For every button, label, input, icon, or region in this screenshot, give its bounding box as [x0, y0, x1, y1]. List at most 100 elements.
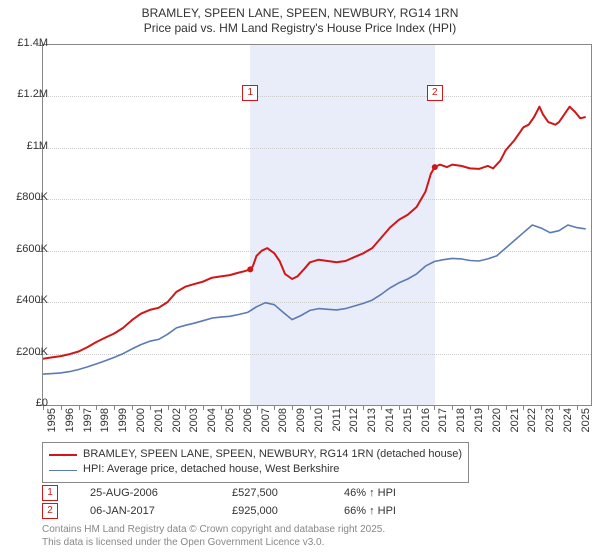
annotation-row-1: 1 25-AUG-2006 £527,500 46% ↑ HPI	[42, 484, 434, 502]
legend-box: BRAMLEY, SPEEN LANE, SPEEN, NEWBURY, RG1…	[42, 442, 469, 483]
x-axis-label: 2001	[153, 408, 165, 438]
sale-marker-dot	[432, 164, 438, 170]
x-tick	[470, 405, 471, 410]
x-tick	[399, 405, 400, 410]
x-axis-label: 2002	[171, 408, 183, 438]
title-line-2: Price paid vs. HM Land Registry's House …	[0, 21, 600, 36]
x-axis-label: 2020	[491, 408, 503, 438]
x-tick	[96, 405, 97, 410]
y-axis-label: £1.4M	[8, 37, 48, 49]
x-axis-label: 2010	[313, 408, 325, 438]
chart-container: BRAMLEY, SPEEN LANE, SPEEN, NEWBURY, RG1…	[0, 0, 600, 560]
footer-attribution: Contains HM Land Registry data © Crown c…	[42, 524, 385, 549]
x-axis-label: 2009	[295, 408, 307, 438]
x-axis-label: 2008	[277, 408, 289, 438]
x-axis-label: 2007	[260, 408, 272, 438]
annotation-number-2: 2	[42, 503, 58, 519]
sale-marker-dot	[247, 266, 253, 272]
event-marker-2: 2	[427, 85, 443, 101]
x-tick	[328, 405, 329, 410]
x-tick	[541, 405, 542, 410]
x-axis-label: 2023	[544, 408, 556, 438]
x-tick	[577, 405, 578, 410]
x-tick	[292, 405, 293, 410]
x-tick	[417, 405, 418, 410]
y-axis-label: £800K	[8, 191, 48, 203]
x-tick	[452, 405, 453, 410]
annotation-number-1: 1	[42, 485, 58, 501]
x-tick	[61, 405, 62, 410]
y-axis-label: £200K	[8, 346, 48, 358]
footer-line-2: This data is licensed under the Open Gov…	[42, 537, 385, 550]
x-tick	[274, 405, 275, 410]
x-axis-label: 2024	[562, 408, 574, 438]
annotation-pct-1: 46% ↑ HPI	[344, 487, 434, 499]
legend-swatch-hpi	[49, 470, 77, 471]
x-axis-label: 2014	[384, 408, 396, 438]
x-axis-label: 2019	[473, 408, 485, 438]
x-axis-label: 2006	[242, 408, 254, 438]
y-axis-label: £400K	[8, 294, 48, 306]
plot-area: 12	[42, 44, 592, 406]
x-tick	[363, 405, 364, 410]
x-tick	[257, 405, 258, 410]
y-axis-label: £0	[8, 397, 48, 409]
x-axis-label: 2005	[224, 408, 236, 438]
x-axis-label: 2011	[331, 408, 343, 438]
x-tick	[221, 405, 222, 410]
x-axis-label: 1996	[64, 408, 76, 438]
x-tick	[185, 405, 186, 410]
x-axis-label: 2013	[366, 408, 378, 438]
x-tick	[434, 405, 435, 410]
x-tick	[203, 405, 204, 410]
annotation-date-1: 25-AUG-2006	[90, 487, 200, 499]
series-property	[43, 107, 586, 359]
legend-swatch-property	[49, 454, 77, 456]
x-tick	[559, 405, 560, 410]
x-axis-label: 2003	[188, 408, 200, 438]
x-tick	[132, 405, 133, 410]
x-axis-label: 2021	[509, 408, 521, 438]
x-axis-label: 1997	[82, 408, 94, 438]
annotation-price-2: £925,000	[232, 505, 312, 517]
series-hpi	[43, 225, 586, 374]
x-axis-label: 1998	[99, 408, 111, 438]
x-tick	[168, 405, 169, 410]
x-tick	[488, 405, 489, 410]
annotation-date-2: 06-JAN-2017	[90, 505, 200, 517]
line-layer	[43, 45, 591, 405]
x-tick	[239, 405, 240, 410]
annotation-table: 1 25-AUG-2006 £527,500 46% ↑ HPI 2 06-JA…	[42, 484, 434, 520]
annotation-price-1: £527,500	[232, 487, 312, 499]
x-axis-label: 2015	[402, 408, 414, 438]
x-tick	[114, 405, 115, 410]
annotation-pct-2: 66% ↑ HPI	[344, 505, 434, 517]
x-axis-label: 2000	[135, 408, 147, 438]
x-axis-label: 2018	[455, 408, 467, 438]
x-axis-label: 2012	[348, 408, 360, 438]
legend-label-hpi: HPI: Average price, detached house, West…	[83, 462, 339, 477]
x-axis-label: 2016	[420, 408, 432, 438]
legend-row-hpi: HPI: Average price, detached house, West…	[49, 462, 462, 477]
x-tick	[150, 405, 151, 410]
x-tick	[79, 405, 80, 410]
x-axis-label: 2004	[206, 408, 218, 438]
y-axis-label: £1M	[8, 140, 48, 152]
title-line-1: BRAMLEY, SPEEN LANE, SPEEN, NEWBURY, RG1…	[0, 6, 600, 21]
x-axis-label: 2017	[437, 408, 449, 438]
x-axis-label: 2025	[580, 408, 592, 438]
x-axis-label: 1995	[46, 408, 58, 438]
x-axis-label: 1999	[117, 408, 129, 438]
y-axis-label: £600K	[8, 243, 48, 255]
x-tick	[523, 405, 524, 410]
x-tick	[310, 405, 311, 410]
event-marker-1: 1	[242, 85, 258, 101]
annotation-row-2: 2 06-JAN-2017 £925,000 66% ↑ HPI	[42, 502, 434, 520]
chart-title-block: BRAMLEY, SPEEN LANE, SPEEN, NEWBURY, RG1…	[0, 0, 600, 36]
y-axis-label: £1.2M	[8, 88, 48, 100]
x-tick	[345, 405, 346, 410]
x-tick	[381, 405, 382, 410]
x-axis-label: 2022	[526, 408, 538, 438]
footer-line-1: Contains HM Land Registry data © Crown c…	[42, 524, 385, 537]
x-tick	[506, 405, 507, 410]
